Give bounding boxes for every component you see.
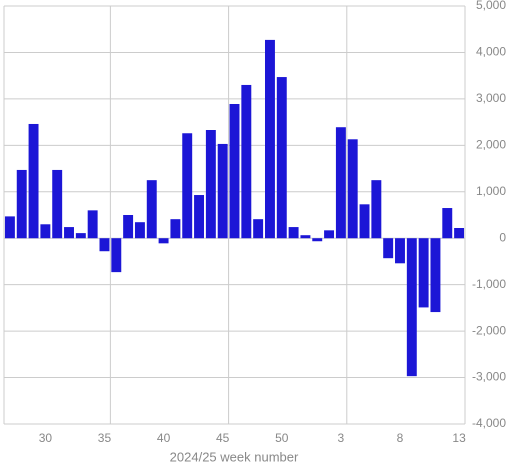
bar: [335, 127, 346, 239]
bar: [312, 238, 323, 242]
x-tick-label: 40: [157, 431, 171, 445]
y-tick-label: -3,000: [472, 370, 506, 384]
bar: [16, 169, 27, 239]
bar: [123, 215, 134, 239]
bar: [28, 123, 39, 239]
bar: [395, 238, 405, 264]
bar: [205, 130, 216, 239]
y-tick-label: 0: [499, 230, 506, 244]
bar: [170, 219, 181, 239]
y-tick-label: 2,000: [476, 138, 506, 152]
bar: [371, 180, 382, 239]
x-tick-label: 35: [98, 431, 112, 445]
bar: [64, 227, 74, 239]
y-tick-label: 3,000: [476, 91, 506, 105]
x-tick-label: 30: [39, 431, 53, 445]
bar: [300, 235, 311, 239]
bar: [288, 227, 299, 239]
x-axis-label: 2024/25 week number: [170, 449, 299, 464]
bar: [194, 195, 205, 239]
bar: [324, 230, 335, 239]
bar: [111, 238, 122, 273]
bar: [40, 224, 51, 239]
bar: [347, 139, 358, 239]
y-tick-label: 1,000: [476, 184, 506, 198]
bar: [229, 103, 240, 239]
bar: [430, 238, 441, 313]
bar: [4, 216, 15, 239]
x-tick-label: 50: [275, 431, 289, 445]
bar: [158, 238, 169, 244]
bar: [359, 204, 370, 239]
y-tick-label: -1,000: [472, 277, 506, 291]
bar: [264, 39, 275, 239]
bar: [52, 169, 63, 239]
y-tick-label: 4,000: [476, 45, 506, 59]
x-tick-label: 13: [452, 431, 466, 445]
bar: [442, 208, 453, 239]
bar: [241, 84, 252, 239]
bar: [87, 210, 98, 239]
y-tick-label: -2,000: [472, 323, 506, 337]
bar: [418, 238, 429, 308]
bar: [182, 133, 193, 239]
y-tick-label: 5,000: [476, 0, 506, 12]
bar: [99, 238, 110, 252]
x-tick-label: 3: [338, 431, 345, 445]
bar: [253, 219, 264, 239]
bar: [454, 228, 465, 239]
bar: [406, 238, 417, 377]
y-tick-label: -4,000: [472, 416, 506, 430]
bar: [276, 77, 287, 239]
bar: [146, 180, 157, 239]
bar: [75, 233, 86, 239]
x-tick-label: 45: [216, 431, 230, 445]
bar: [383, 238, 394, 259]
bar: [134, 222, 145, 239]
x-tick-label: 8: [397, 431, 404, 445]
bar: [217, 143, 228, 239]
